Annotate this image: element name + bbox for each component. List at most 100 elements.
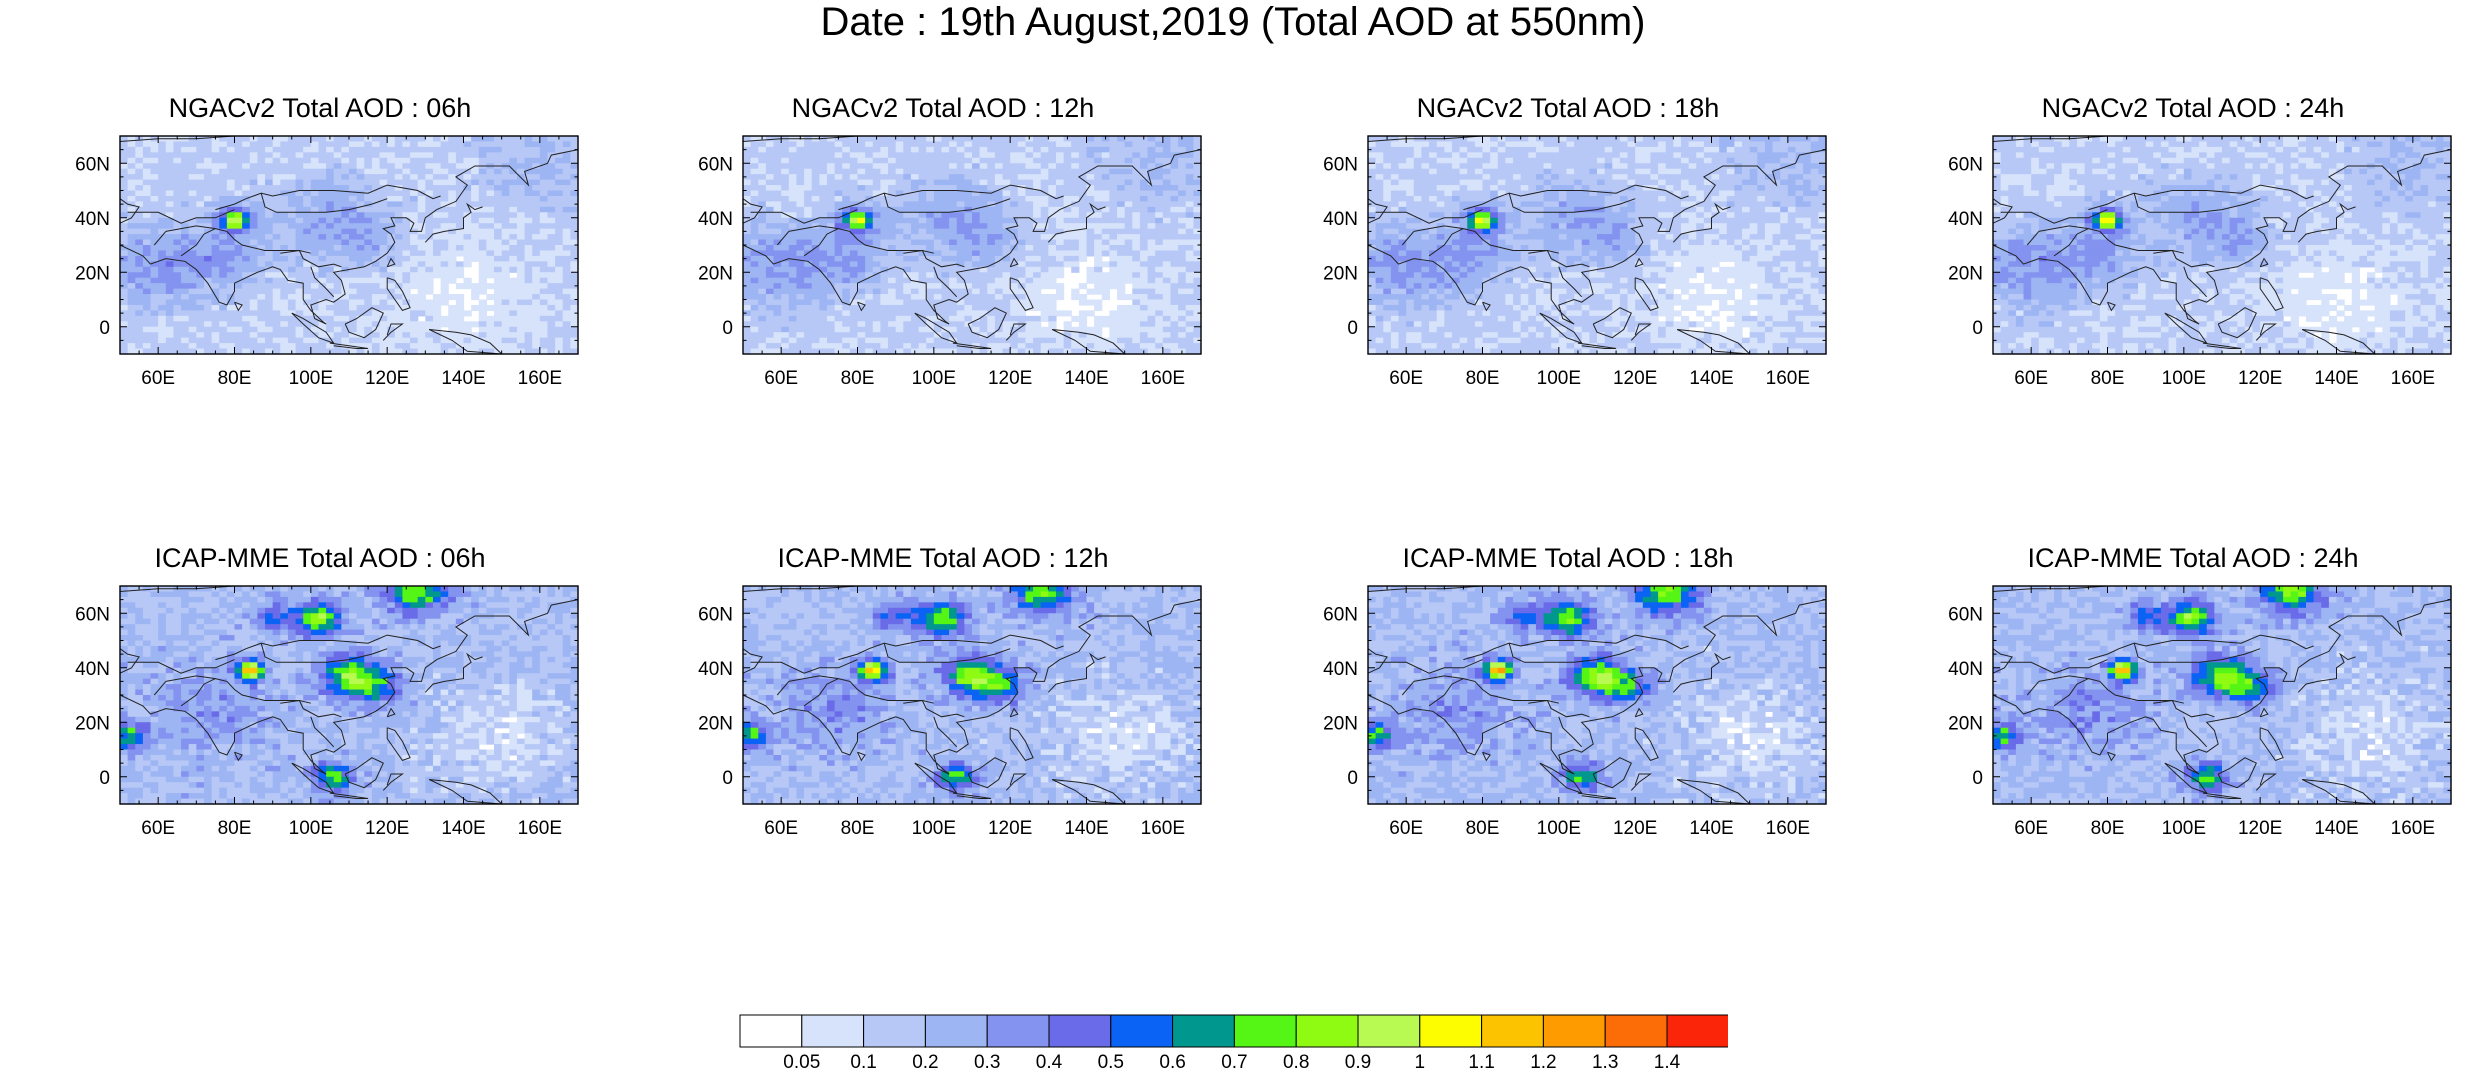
aod-cell bbox=[318, 261, 327, 268]
aod-cell bbox=[1048, 304, 1057, 311]
aod-cell bbox=[196, 185, 205, 192]
aod-cell bbox=[1094, 288, 1103, 295]
aod-cell bbox=[1063, 239, 1072, 246]
aod-cell bbox=[895, 239, 904, 246]
aod-cell bbox=[972, 185, 981, 192]
aod-cell bbox=[903, 315, 912, 322]
aod-cell bbox=[750, 141, 759, 148]
aod-cell bbox=[417, 217, 426, 224]
aod-cell bbox=[964, 163, 973, 170]
aod-cell bbox=[1193, 206, 1202, 213]
aod-cell bbox=[849, 261, 859, 268]
aod-cell bbox=[1178, 266, 1187, 273]
aod-cell bbox=[203, 141, 213, 148]
aod-cell bbox=[1155, 326, 1164, 333]
aod-cell bbox=[364, 206, 373, 213]
aod-cell bbox=[127, 294, 136, 301]
aod-cell bbox=[1078, 315, 1088, 322]
aod-cell bbox=[964, 343, 973, 350]
aod-cell bbox=[1025, 299, 1034, 306]
aod-cell bbox=[341, 179, 350, 186]
aod-cell bbox=[165, 315, 175, 322]
aod-cell bbox=[933, 245, 943, 252]
aod-cell bbox=[432, 299, 442, 306]
aod-cell bbox=[471, 157, 480, 164]
aod-cell bbox=[1117, 152, 1126, 159]
aod-cell bbox=[1155, 195, 1164, 202]
aod-cell bbox=[570, 228, 579, 235]
aod-cell bbox=[142, 163, 152, 170]
aod-cell bbox=[394, 343, 404, 350]
aod-cell bbox=[933, 223, 943, 230]
aod-cell bbox=[1178, 146, 1187, 153]
aod-cell bbox=[188, 343, 197, 350]
aod-cell bbox=[226, 190, 236, 197]
aod-cell bbox=[402, 315, 411, 322]
aod-cell bbox=[295, 272, 304, 279]
aod-cell bbox=[158, 234, 167, 241]
aod-cell bbox=[265, 239, 274, 246]
aod-cell bbox=[242, 223, 251, 230]
aod-cell bbox=[188, 163, 197, 170]
aod-cell bbox=[349, 299, 358, 306]
aod-cell bbox=[1749, 136, 1758, 143]
aod-cell bbox=[788, 163, 798, 170]
aod-cell bbox=[910, 185, 920, 192]
aod-cell bbox=[272, 266, 281, 273]
aod-cell bbox=[486, 223, 495, 230]
aod-cell bbox=[1086, 250, 1095, 257]
aod-cell bbox=[1147, 315, 1156, 322]
aod-cell bbox=[341, 348, 350, 355]
aod-cell bbox=[318, 288, 327, 295]
aod-cell bbox=[448, 272, 457, 279]
aod-cell bbox=[310, 195, 320, 202]
aod-cell bbox=[1071, 294, 1080, 301]
aod-cell bbox=[1033, 206, 1042, 213]
aod-cell bbox=[1040, 343, 1049, 350]
aod-cell bbox=[471, 234, 480, 241]
aod-cell bbox=[295, 294, 304, 301]
aod-cell bbox=[203, 315, 213, 322]
aod-cell bbox=[242, 283, 251, 290]
aod-cell bbox=[1520, 141, 1529, 148]
aod-cell bbox=[788, 157, 798, 164]
aod-cell bbox=[188, 283, 197, 290]
aod-cell bbox=[402, 239, 411, 246]
aod-cell bbox=[842, 288, 851, 295]
aod-cell bbox=[417, 272, 426, 279]
aod-cell bbox=[1124, 206, 1133, 213]
aod-cell bbox=[135, 310, 144, 317]
aod-cell bbox=[295, 245, 304, 252]
aod-cell bbox=[562, 255, 571, 262]
aod-cell bbox=[1055, 168, 1065, 175]
aod-cell bbox=[257, 152, 266, 159]
aod-cell bbox=[941, 136, 950, 143]
aod-cell bbox=[1048, 255, 1057, 262]
aod-cell bbox=[165, 195, 175, 202]
aod-cell bbox=[356, 283, 365, 290]
aod-cell bbox=[1071, 261, 1080, 268]
aod-cell bbox=[196, 152, 205, 159]
aod-cell bbox=[341, 201, 350, 208]
aod-cell bbox=[743, 157, 752, 164]
aod-cell bbox=[743, 168, 752, 175]
aod-cell bbox=[387, 310, 396, 317]
aod-cell bbox=[371, 288, 381, 295]
aod-cell bbox=[188, 168, 197, 175]
aod-cell bbox=[318, 212, 327, 219]
aod-cell bbox=[1132, 179, 1141, 186]
aod-cell bbox=[242, 277, 251, 284]
aod-cell bbox=[448, 343, 457, 350]
aod-cell bbox=[918, 146, 927, 153]
aod-cell bbox=[1109, 136, 1118, 143]
aod-cell bbox=[941, 146, 950, 153]
aod-cell bbox=[448, 277, 457, 284]
aod-cell bbox=[1048, 195, 1057, 202]
aod-cell bbox=[842, 174, 851, 181]
aod-cell bbox=[1109, 277, 1118, 284]
aod-cell bbox=[857, 343, 866, 350]
aod-cell bbox=[926, 195, 935, 202]
aod-cell bbox=[272, 326, 281, 333]
aod-cell bbox=[463, 179, 472, 186]
aod-cell bbox=[1017, 223, 1027, 230]
